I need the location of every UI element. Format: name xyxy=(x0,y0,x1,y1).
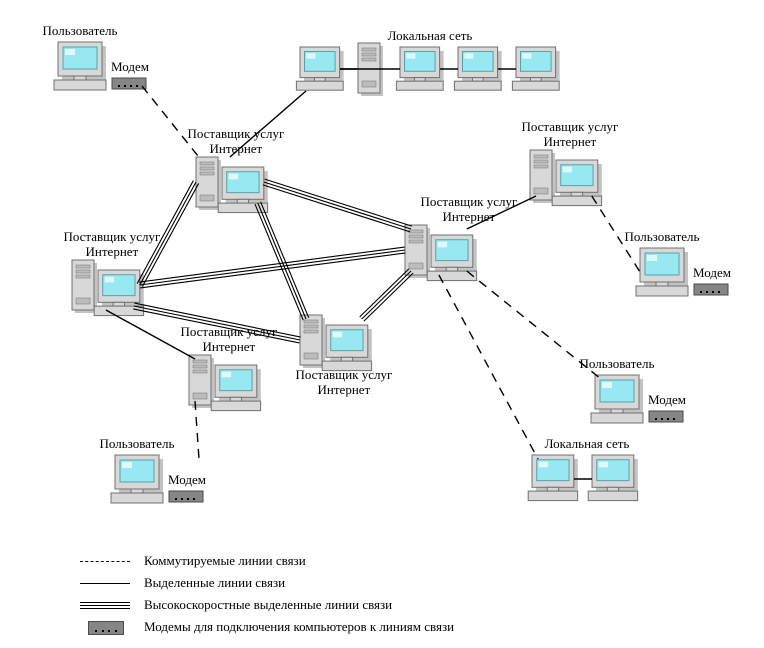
legend-row: Выделенные линии связи xyxy=(80,574,285,592)
legend-sample-dashed xyxy=(80,555,130,567)
legend-sample-triple xyxy=(80,599,130,611)
legend-sample-modem xyxy=(80,621,130,633)
legend-row: Модемы для подключения компьютеров к лин… xyxy=(80,618,454,636)
legend-text: Высокоскоростные выделенные линии связи xyxy=(144,597,392,613)
network-diagram xyxy=(0,0,764,648)
legend-text: Выделенные линии связи xyxy=(144,575,285,591)
legend-sample-solid xyxy=(80,577,130,589)
legend-text: Модемы для подключения компьютеров к лин… xyxy=(144,619,454,635)
legend-row: Высокоскоростные выделенные линии связи xyxy=(80,596,392,614)
legend-row: Коммутируемые линии связи xyxy=(80,552,306,570)
legend-text: Коммутируемые линии связи xyxy=(144,553,306,569)
